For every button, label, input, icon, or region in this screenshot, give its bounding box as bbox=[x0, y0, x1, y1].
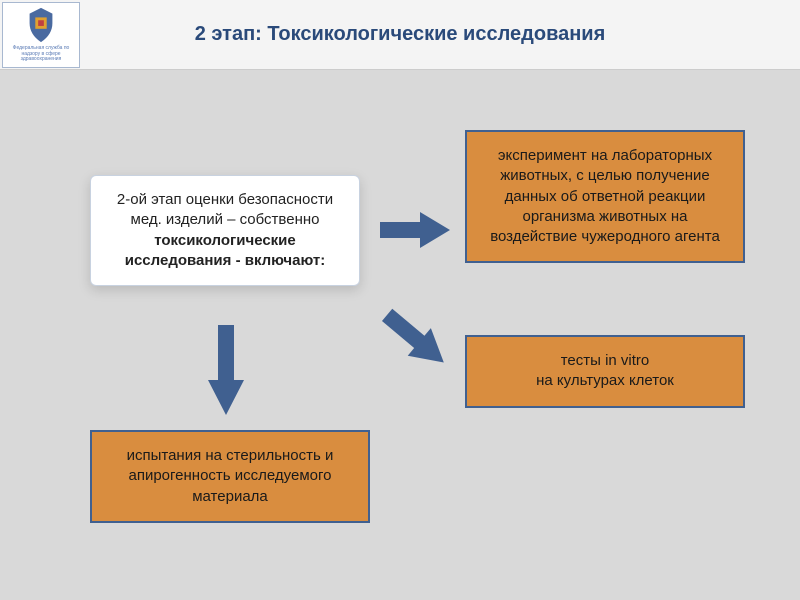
arrow-diag-icon bbox=[380, 305, 455, 375]
header: Федеральная служба по надзору в сфере зд… bbox=[0, 0, 800, 70]
logo: Федеральная служба по надзору в сфере зд… bbox=[2, 2, 80, 68]
page-title: 2 этап: Токсикологические исследования bbox=[80, 23, 800, 46]
box-main: 2-ой этап оценки безопасности мед. издел… bbox=[90, 175, 360, 286]
box-sterility-text: испытания на стерильность и апирогенност… bbox=[127, 447, 334, 505]
box-invitro-l1: тесты in vitro bbox=[561, 352, 650, 369]
box-sterility: испытания на стерильность и апирогенност… bbox=[90, 430, 370, 523]
box-experiment: эксперимент на лабораторных животных, с … bbox=[465, 130, 745, 263]
box-main-bold: токсикологические исследования - включаю… bbox=[125, 232, 326, 269]
box-invitro: тесты in vitro на культурах клеток bbox=[465, 335, 745, 408]
box-main-text1: 2-ой этап оценки безопасности мед. издел… bbox=[117, 191, 333, 228]
arrow-down-icon bbox=[206, 325, 246, 415]
logo-caption: Федеральная служба по надзору в сфере зд… bbox=[5, 46, 77, 63]
arrow-right-icon bbox=[380, 210, 450, 250]
box-experiment-text: эксперимент на лабораторных животных, с … bbox=[490, 147, 720, 245]
emblem-icon bbox=[22, 6, 60, 44]
box-invitro-l2: на культурах клеток bbox=[536, 372, 674, 389]
